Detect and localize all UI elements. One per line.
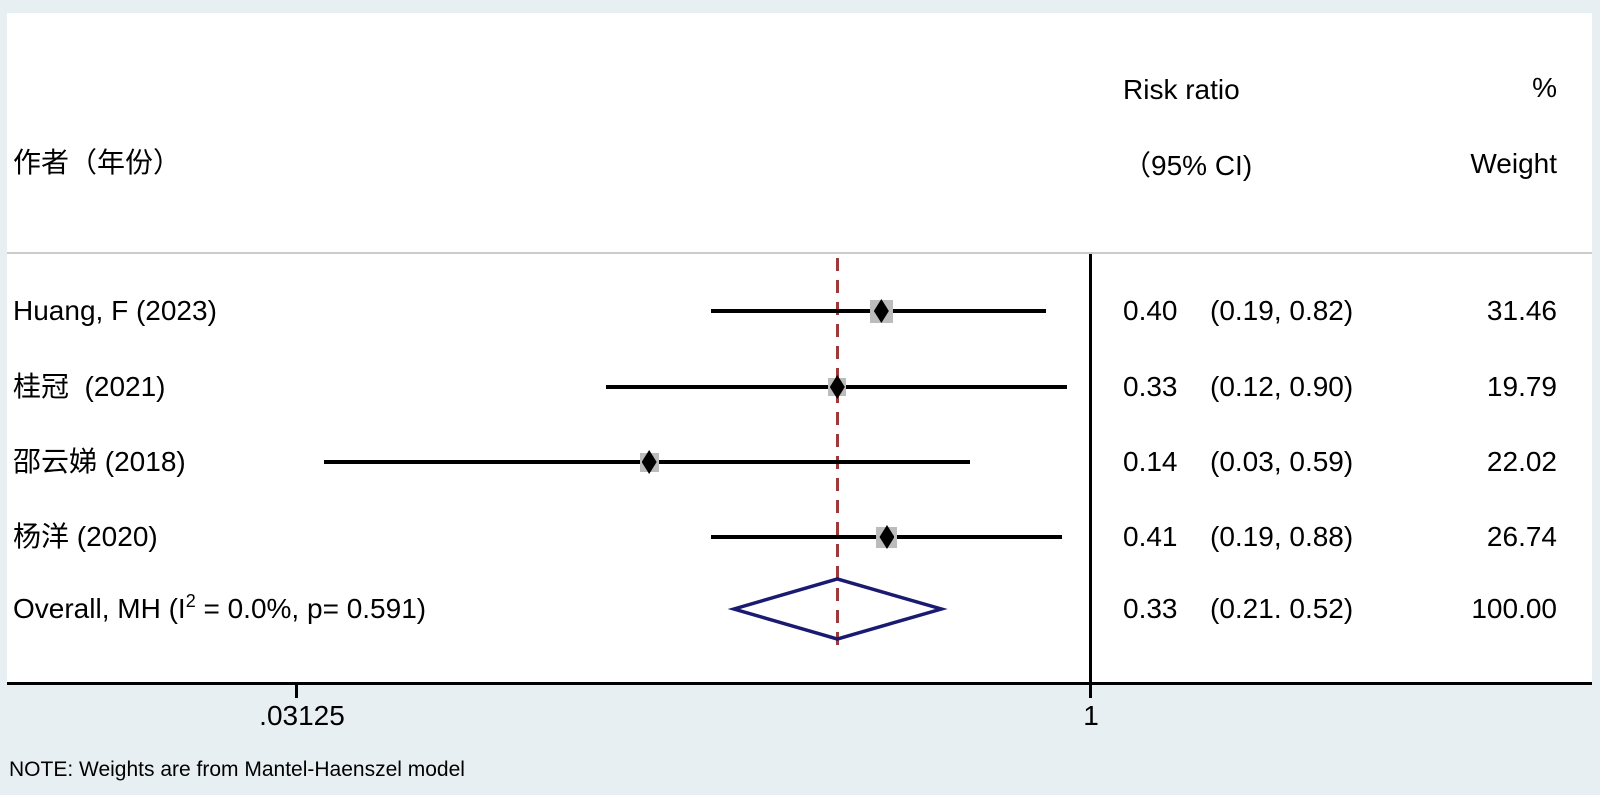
effect-marker [829, 375, 845, 399]
study-weight: 19.79 [1486, 371, 1557, 402]
study-ci: (0.12, 0.90) [1210, 371, 1354, 402]
study-rr: 0.41 [1123, 521, 1178, 552]
overall-weight: 100.00 [1471, 593, 1557, 624]
x-axis-line [7, 682, 1592, 685]
chart-surface [7, 13, 1592, 685]
overall-rr: 0.33 [1123, 593, 1178, 624]
model-note: NOTE: Weights are from Mantel-Haenszel m… [9, 758, 465, 781]
author-column-header: 作者（年份） [13, 147, 182, 178]
overall-effect-dashed-line [835, 258, 839, 650]
x-axis-tick-label-left: .03125 [259, 700, 345, 731]
study-rr: 0.40 [1123, 295, 1178, 326]
study-label: 邵云娣 (2018) [13, 446, 186, 477]
study-weight: 22.02 [1486, 446, 1557, 477]
weight-column-header-line1: % [1532, 72, 1557, 103]
effect-column-header-line2: （95% CI) [1123, 150, 1253, 181]
header-separator-line [7, 252, 1592, 254]
study-label: 杨洋 (2020) [13, 521, 158, 552]
study-weight: 26.74 [1486, 521, 1557, 552]
overall-label-prefix: Overall, MH (I [13, 593, 186, 624]
study-rr: 0.14 [1123, 446, 1178, 477]
effect-marker [873, 299, 889, 323]
study-ci: (0.19, 0.88) [1210, 521, 1354, 552]
null-reference-line [1089, 254, 1092, 684]
study-label: Huang, F (2023) [13, 295, 217, 326]
study-label: 桂冠 (2021) [13, 371, 166, 402]
x-axis-tick-label-right: 1 [1083, 700, 1099, 731]
study-rr: 0.33 [1123, 371, 1178, 402]
x-axis-tick-right [1089, 685, 1092, 698]
overall-label: Overall, MH (I2 = 0.0%, p= 0.591) [13, 591, 427, 628]
effect-marker [879, 525, 895, 549]
effect-column-header-line1: Risk ratio [1123, 74, 1240, 105]
overall-label-superscript: 2 [185, 591, 196, 611]
overall-label-suffix: = 0.0%, p= 0.591) [195, 593, 427, 624]
study-ci: (0.19, 0.82) [1210, 295, 1354, 326]
weight-column-header-line2: Weight [1470, 148, 1557, 179]
study-weight: 31.46 [1486, 295, 1557, 326]
overall-ci: (0.21. 0.52) [1210, 593, 1354, 624]
effect-marker [641, 450, 657, 474]
x-axis-tick-left [295, 685, 298, 698]
study-ci: (0.03, 0.59) [1210, 446, 1354, 477]
